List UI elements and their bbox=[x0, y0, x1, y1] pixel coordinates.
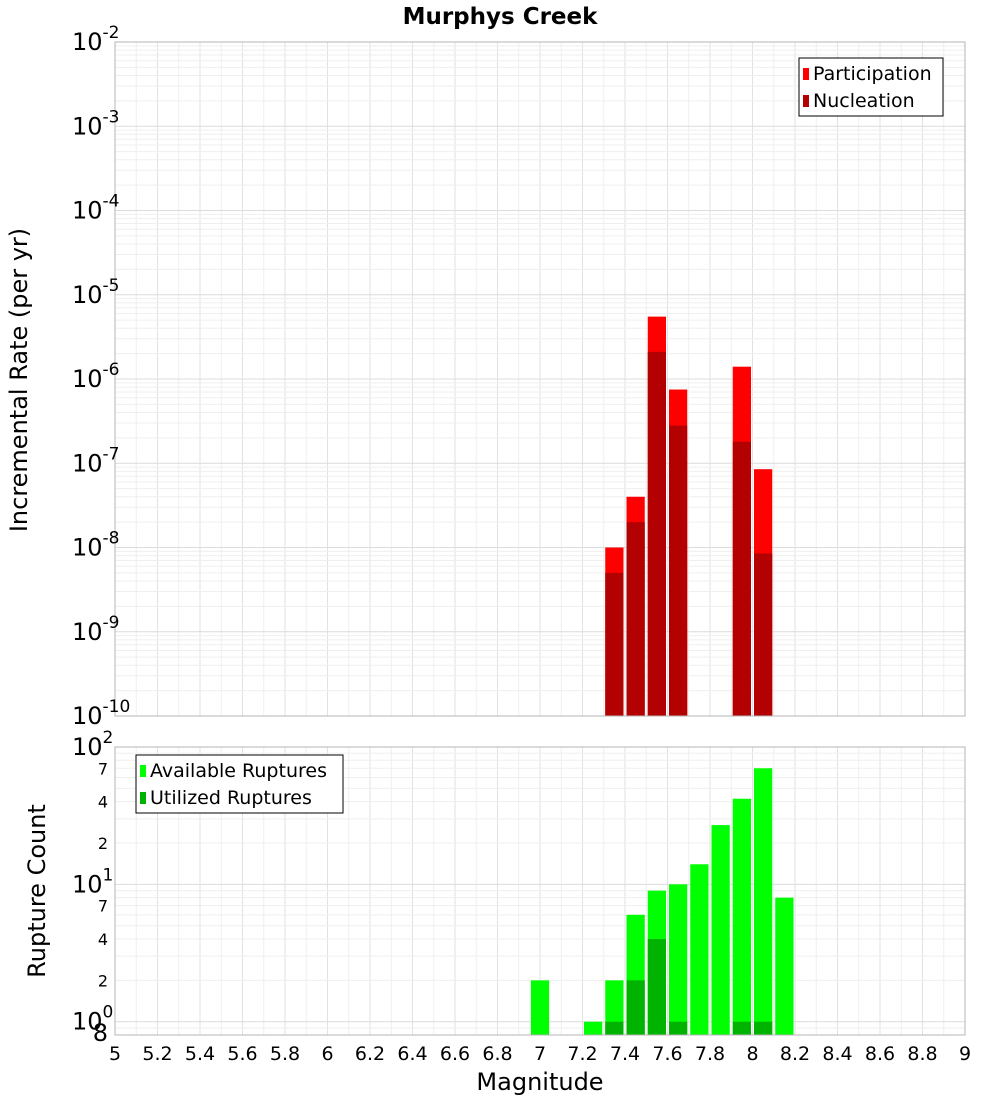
bar-available-ruptures bbox=[584, 1021, 603, 1035]
y-tick-label: 2 bbox=[98, 834, 108, 853]
y-tick-label: 10-8 bbox=[72, 529, 120, 562]
x-tick-label: 7 bbox=[534, 1043, 546, 1065]
y-axis-label: Incremental Rate (per yr) bbox=[5, 228, 33, 532]
bar-available-ruptures bbox=[732, 798, 751, 1035]
bar-nucleation bbox=[605, 572, 624, 716]
y-tick-label: 101 bbox=[72, 865, 113, 898]
chart-title: Murphys Creek bbox=[403, 4, 599, 30]
bottom-panel-frame bbox=[114, 746, 966, 1036]
bar-utilized-ruptures bbox=[732, 1021, 751, 1035]
legend-box bbox=[135, 754, 344, 814]
x-tick-label: 7.2 bbox=[567, 1043, 597, 1065]
bar-nucleation bbox=[669, 425, 688, 716]
bar-utilized-ruptures bbox=[754, 1021, 773, 1035]
x-tick-label: 5.2 bbox=[142, 1043, 172, 1065]
legend-label: Nucleation bbox=[813, 90, 915, 112]
bar-available-ruptures bbox=[775, 897, 794, 1035]
bar-utilized-ruptures bbox=[647, 939, 666, 1035]
bar-available-ruptures bbox=[669, 884, 688, 1035]
bar-available-ruptures bbox=[530, 980, 550, 1035]
x-tick-label: 6 bbox=[321, 1043, 333, 1065]
y-tick-label: 10-10 bbox=[72, 697, 130, 730]
y-tick-label: 7 bbox=[98, 759, 108, 778]
x-tick-label: 5 bbox=[109, 1043, 121, 1065]
bar-nucleation bbox=[626, 522, 645, 716]
x-tick-label: 7.4 bbox=[610, 1043, 640, 1065]
y-tick-label: 100 bbox=[72, 1003, 113, 1036]
bar-available-ruptures bbox=[690, 864, 709, 1035]
x-tick-label: 8.8 bbox=[907, 1043, 937, 1065]
x-tick-label: 8.6 bbox=[865, 1043, 895, 1065]
x-tick-label: 6.6 bbox=[440, 1043, 470, 1065]
bar-available-ruptures bbox=[711, 825, 730, 1035]
x-tick-label: 9 bbox=[959, 1043, 971, 1065]
x-axis-label: Magnitude bbox=[476, 1068, 603, 1096]
y-tick-label: 10-5 bbox=[72, 276, 120, 309]
y-tick-label: 10-3 bbox=[72, 107, 120, 140]
x-tick-label: 8.4 bbox=[822, 1043, 852, 1065]
y-axis-label: Rupture Count bbox=[23, 804, 51, 978]
x-tick-label: 6.8 bbox=[482, 1043, 512, 1065]
y-tick-label: 102 bbox=[72, 728, 113, 761]
legend-swatch bbox=[140, 765, 146, 777]
y-tick-label: 10-2 bbox=[72, 23, 120, 56]
y-tick-label: 10-6 bbox=[72, 360, 120, 393]
legend-label: Utilized Ruptures bbox=[150, 787, 312, 809]
legend-swatch bbox=[140, 792, 146, 804]
x-tick-label: 8 bbox=[746, 1043, 758, 1065]
x-tick-label: 8.2 bbox=[780, 1043, 810, 1065]
x-tick-label: 6.2 bbox=[355, 1043, 385, 1065]
x-tick-label: 7.8 bbox=[695, 1043, 725, 1065]
y-tick-label: 2 bbox=[98, 971, 108, 990]
x-tick-label: 6.4 bbox=[397, 1043, 427, 1065]
legend-box bbox=[798, 57, 944, 117]
x-tick-label: 7.6 bbox=[652, 1043, 682, 1065]
legend-swatch bbox=[803, 95, 809, 107]
top-panel-frame bbox=[114, 41, 966, 717]
y-tick-label: 4 bbox=[98, 793, 108, 812]
legend-label: Participation bbox=[813, 63, 932, 85]
bar-available-ruptures bbox=[754, 768, 773, 1035]
y-tick-label: 10-4 bbox=[72, 192, 120, 225]
y-tick-label: 4 bbox=[98, 930, 108, 949]
y-tick-label: 7 bbox=[98, 897, 108, 916]
legend-swatch bbox=[803, 68, 809, 80]
x-tick-label: 5.6 bbox=[227, 1043, 257, 1065]
x-tick-label: 5.4 bbox=[185, 1043, 215, 1065]
legend-label: Available Ruptures bbox=[150, 760, 327, 782]
y-tick-label: 10-7 bbox=[72, 444, 120, 477]
bar-nucleation bbox=[732, 441, 751, 716]
bar-utilized-ruptures bbox=[626, 980, 645, 1035]
bar-utilized-ruptures bbox=[605, 1021, 624, 1035]
x-tick-label: 5.8 bbox=[270, 1043, 300, 1065]
y-tick-label: 10-9 bbox=[72, 613, 120, 646]
bar-nucleation bbox=[754, 553, 773, 716]
bar-utilized-ruptures bbox=[669, 1021, 688, 1035]
bar-available-ruptures bbox=[605, 980, 624, 1035]
y-tick-label: 8 bbox=[93, 1019, 108, 1047]
bar-nucleation bbox=[647, 351, 666, 716]
